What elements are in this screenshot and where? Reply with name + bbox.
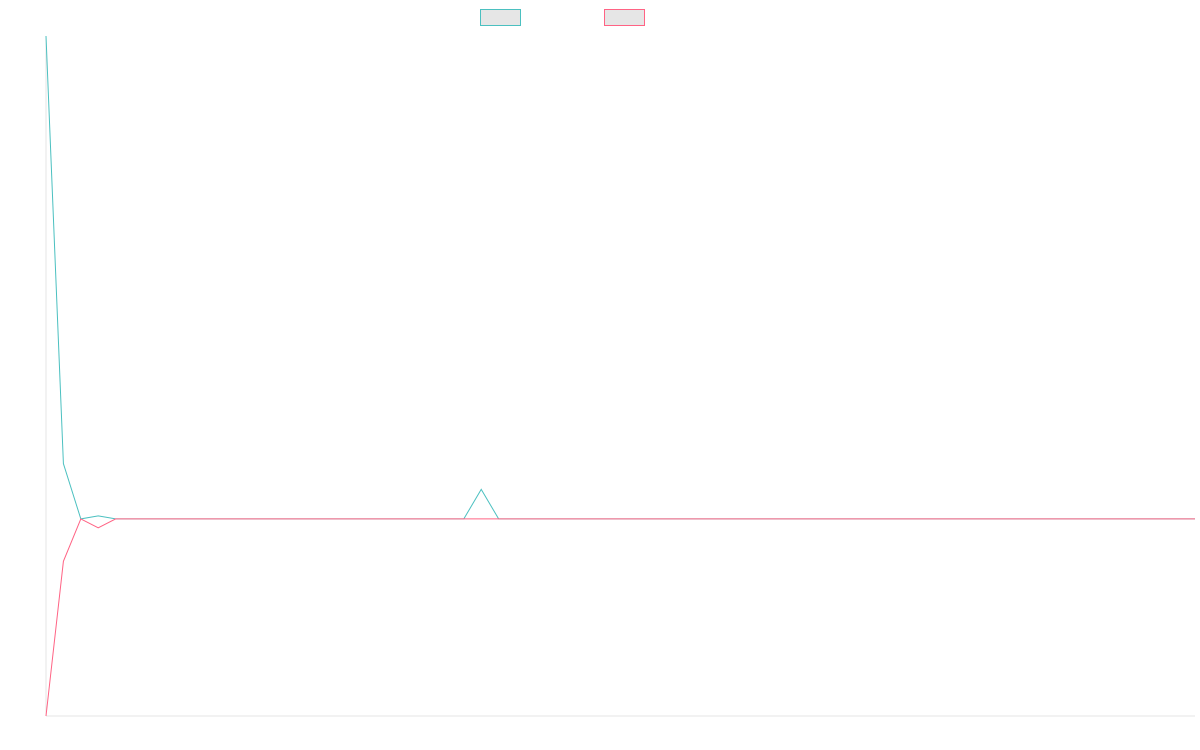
chart-legend[interactable] xyxy=(480,9,645,26)
series-line-1 xyxy=(45,35,1195,520)
legend-item-1[interactable] xyxy=(480,9,521,26)
legend-item-2[interactable] xyxy=(604,9,645,26)
legend-swatch-1 xyxy=(480,9,521,26)
legend-swatch-2 xyxy=(604,9,645,26)
series-line-2 xyxy=(45,518,1195,717)
chart-series xyxy=(45,35,1195,717)
chart-axes xyxy=(45,36,1195,717)
